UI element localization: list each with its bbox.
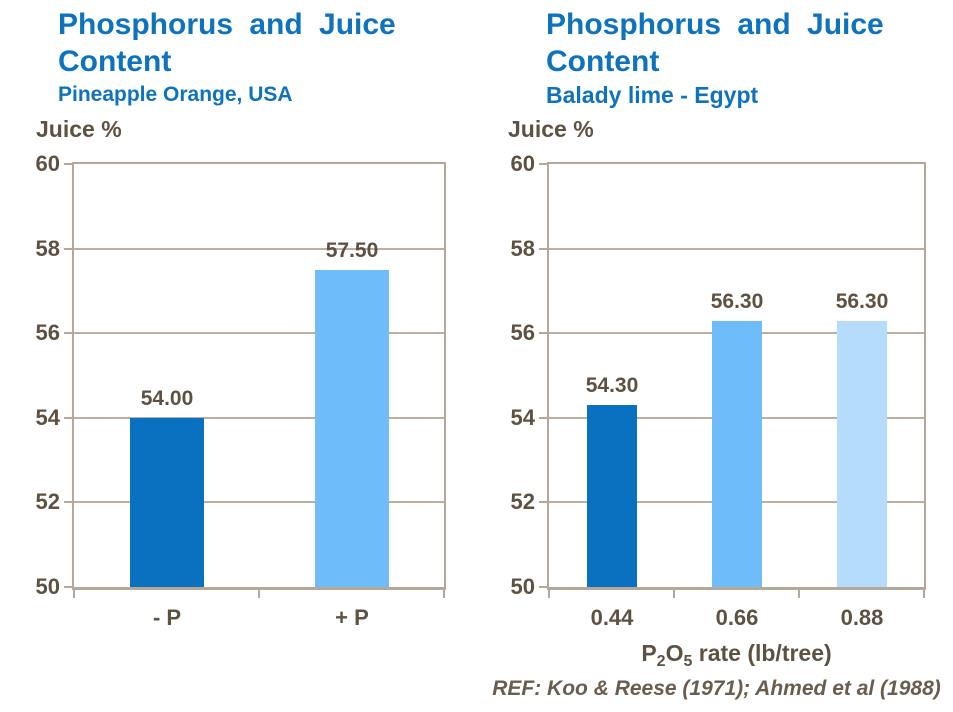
plot-area: 54.00 57.50 bbox=[72, 162, 446, 590]
chart-left: Phosphorus and Juice Content Pineapple O… bbox=[35, 8, 446, 630]
y-tick-mark bbox=[539, 332, 549, 335]
y-tick-label: 54 bbox=[510, 404, 535, 430]
y-axis-title: Juice % bbox=[508, 116, 594, 142]
y-tick-label: 58 bbox=[35, 235, 60, 261]
y-tick-label: 60 bbox=[510, 151, 535, 176]
y-tick-mark bbox=[64, 501, 74, 504]
bar-value-label: 56.30 bbox=[835, 290, 889, 313]
bar-value-label: 54.00 bbox=[140, 387, 194, 410]
bar-value-label: 57.50 bbox=[325, 239, 379, 262]
chart-subtitle: Balady lime - Egypt bbox=[546, 82, 759, 108]
x-category-label: 0.66 bbox=[715, 605, 759, 630]
y-tick-label: 56 bbox=[510, 320, 535, 346]
y-tick-label: 52 bbox=[35, 489, 60, 515]
gridline bbox=[74, 247, 444, 250]
x-axis-title-subscript: 2 bbox=[656, 653, 666, 670]
bar bbox=[837, 321, 887, 587]
chart-subtitle: Pineapple Orange, USA bbox=[58, 83, 293, 106]
y-tick-mark bbox=[64, 332, 74, 335]
x-axis-title-text: rate (lb/tree) bbox=[692, 640, 832, 666]
x-tick-mark bbox=[673, 590, 675, 598]
reference-text: REF: Koo & Reese (1971); Ahmed et al (19… bbox=[492, 677, 941, 700]
bar bbox=[587, 405, 637, 587]
bar bbox=[315, 270, 389, 587]
plot-area: 54.30 56.30 56.30 bbox=[547, 162, 926, 590]
chart-right: Phosphorus and Juice Content Balady lime… bbox=[480, 0, 953, 712]
bar bbox=[130, 418, 204, 587]
x-category-label: - P bbox=[152, 605, 182, 630]
bar-value-label: 54.30 bbox=[585, 374, 639, 397]
x-category-label: + P bbox=[335, 605, 369, 630]
x-tick-mark bbox=[258, 590, 260, 598]
x-axis-title: P2O5 rate (lb/tree) bbox=[549, 640, 924, 675]
chart-title: Phosphorus and Juice Content bbox=[58, 8, 396, 78]
y-axis-title: Juice % bbox=[36, 116, 122, 142]
y-tick-mark bbox=[64, 416, 74, 419]
x-tick-mark bbox=[443, 590, 445, 598]
y-tick-mark bbox=[64, 163, 74, 165]
chart-title: Phosphorus and Juice Content bbox=[546, 8, 884, 78]
y-tick-label: 50 bbox=[510, 574, 535, 599]
x-tick-mark bbox=[548, 590, 550, 598]
y-tick-mark bbox=[64, 586, 74, 588]
y-tick-label: 58 bbox=[510, 235, 535, 261]
x-tick-mark bbox=[798, 590, 800, 598]
y-tick-label: 50 bbox=[35, 574, 60, 599]
x-axis-title-subscript: 5 bbox=[683, 653, 693, 670]
y-tick-mark bbox=[539, 501, 549, 504]
x-axis-title-text: P bbox=[641, 640, 657, 666]
y-tick-label: 60 bbox=[35, 151, 60, 176]
y-tick-label: 52 bbox=[510, 489, 535, 515]
x-category-label: 0.44 bbox=[590, 605, 634, 630]
x-category-label: 0.88 bbox=[840, 605, 884, 630]
y-tick-mark bbox=[539, 163, 549, 165]
x-axis-title-text: O bbox=[665, 640, 684, 666]
gridline bbox=[74, 332, 444, 335]
bar bbox=[712, 321, 762, 587]
gridline bbox=[74, 416, 444, 419]
gridline bbox=[549, 247, 924, 250]
y-tick-mark bbox=[64, 247, 74, 250]
y-tick-mark bbox=[539, 416, 549, 419]
y-tick-mark bbox=[539, 586, 549, 588]
bar-value-label: 56.30 bbox=[710, 290, 764, 313]
gridline bbox=[74, 501, 444, 504]
x-tick-mark bbox=[73, 590, 75, 598]
x-tick-mark bbox=[923, 590, 925, 598]
y-tick-mark bbox=[539, 247, 549, 250]
y-tick-label: 56 bbox=[35, 320, 60, 346]
y-tick-label: 54 bbox=[35, 404, 60, 430]
